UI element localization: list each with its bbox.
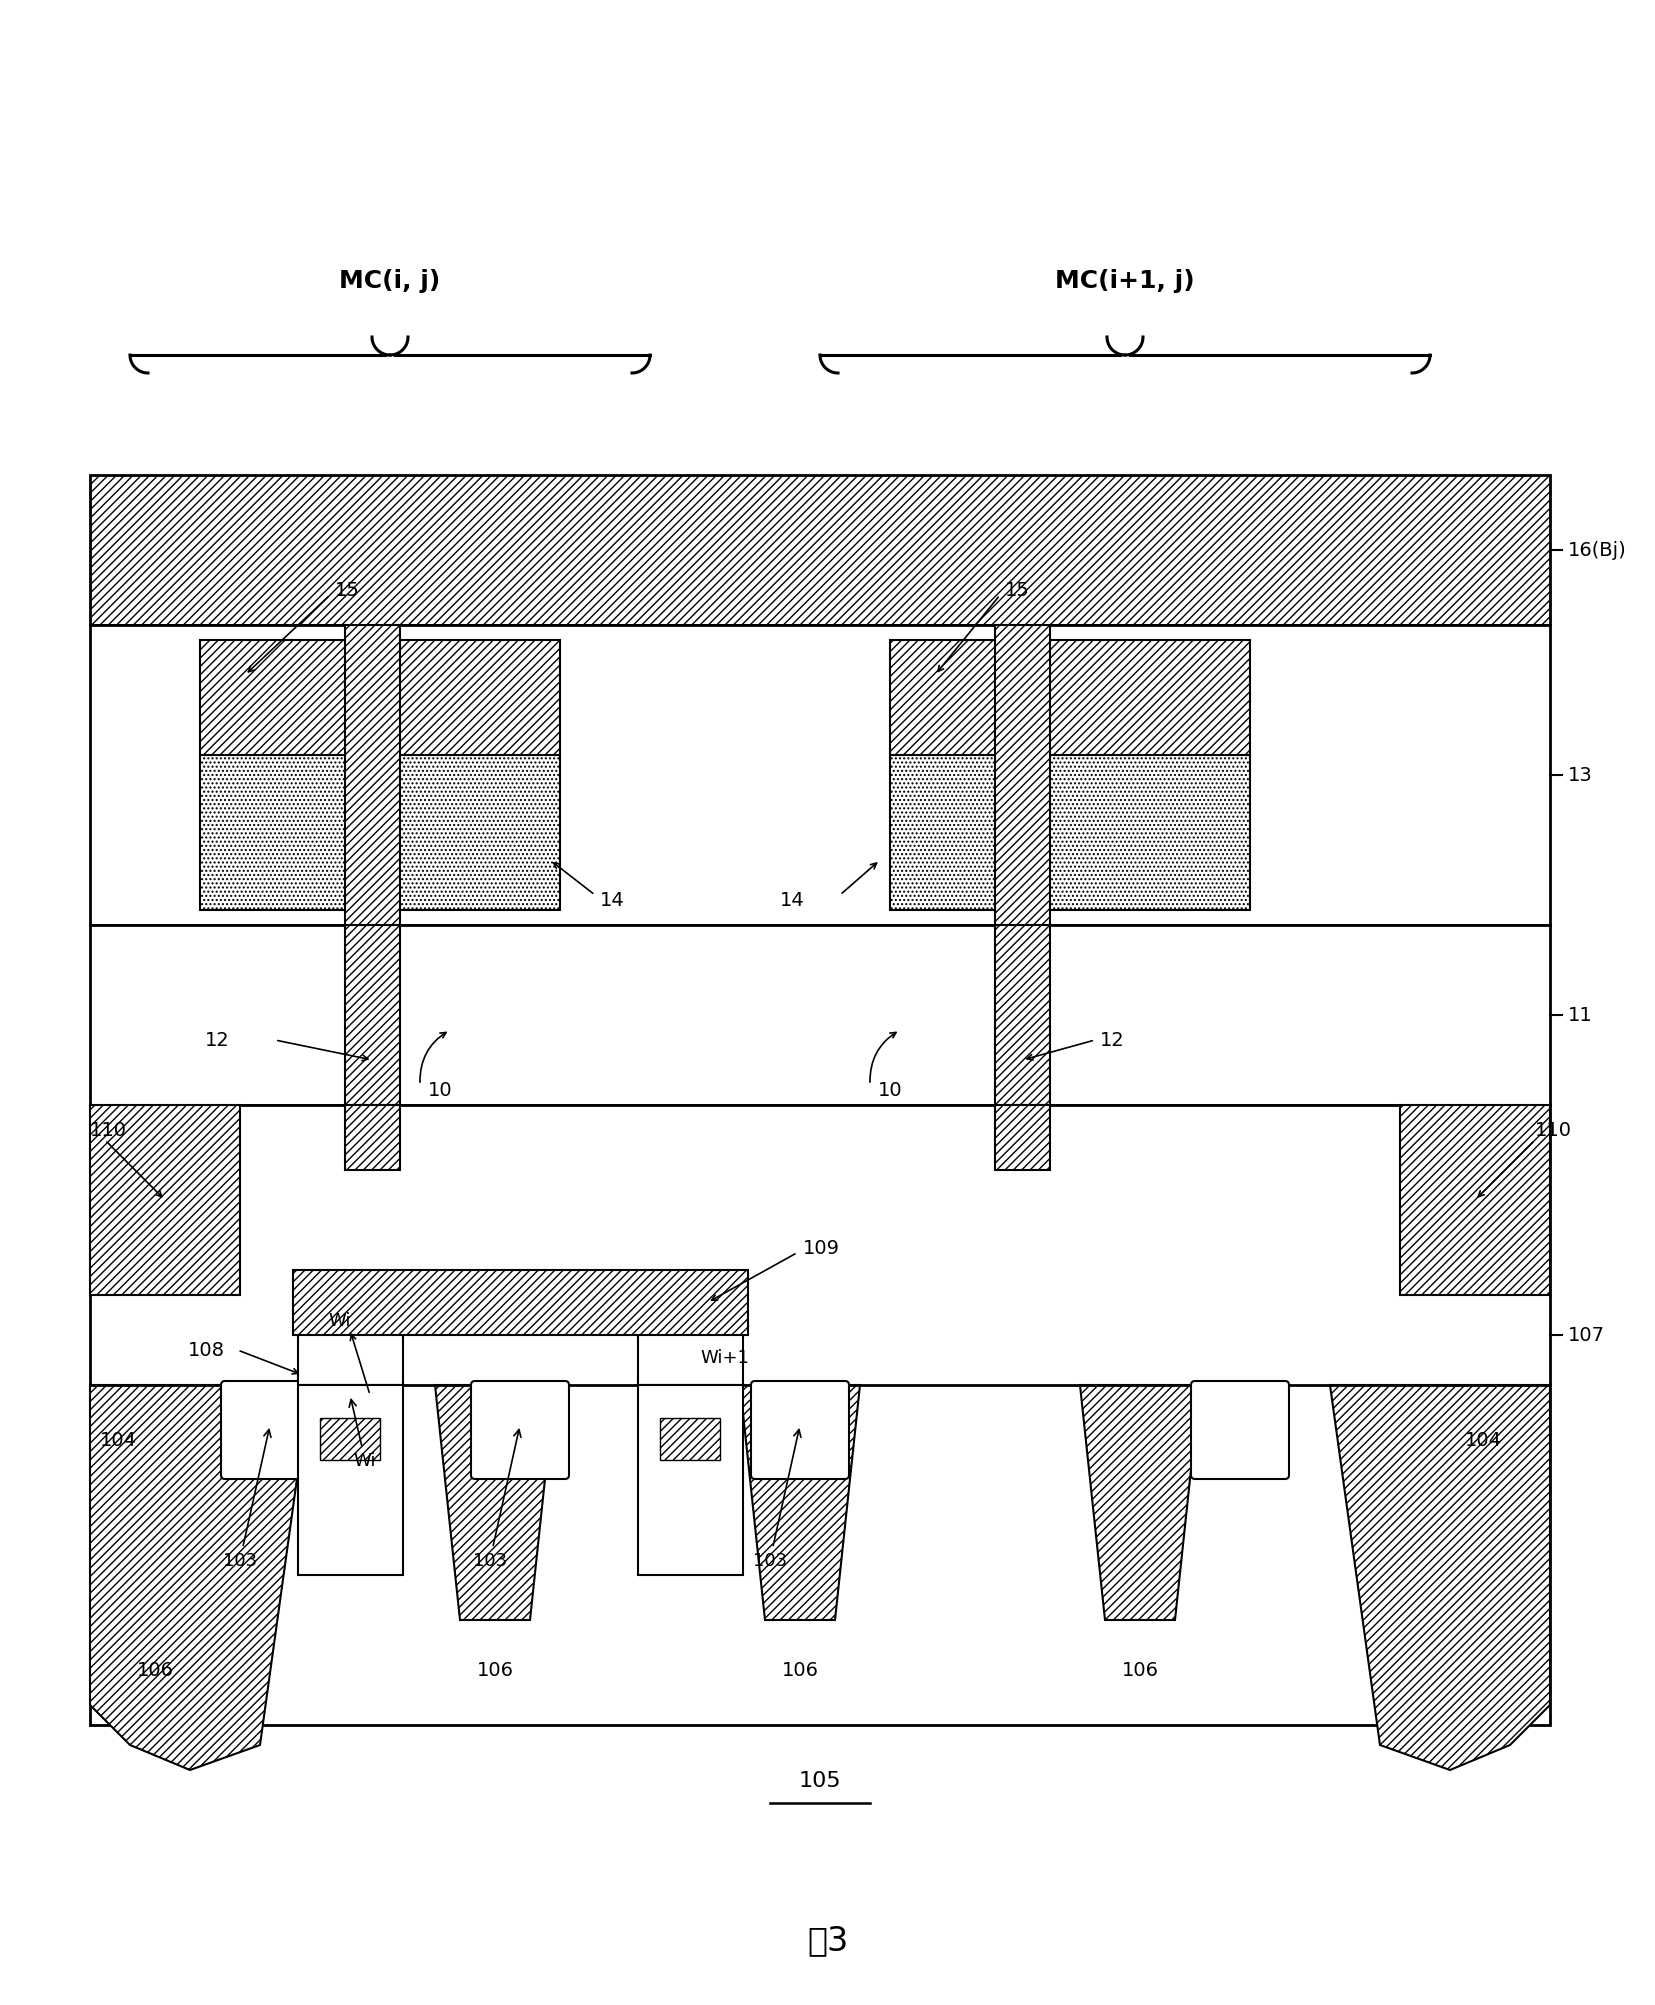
- Text: 106: 106: [477, 1660, 513, 1680]
- Bar: [319, 1418, 379, 1460]
- Text: 104: 104: [1465, 1432, 1501, 1450]
- Text: 103: 103: [473, 1430, 521, 1570]
- Bar: [89, 1105, 1549, 1724]
- Text: 11: 11: [1567, 1007, 1592, 1025]
- Text: Wi: Wi: [329, 1311, 351, 1329]
- Bar: [89, 626, 1549, 926]
- Text: 14: 14: [599, 890, 624, 910]
- Bar: [889, 642, 1250, 756]
- Bar: [637, 1385, 741, 1576]
- Bar: [660, 1418, 720, 1460]
- Text: 103: 103: [223, 1430, 271, 1570]
- Bar: [293, 1271, 746, 1335]
- Text: 10: 10: [427, 1081, 452, 1101]
- Text: 110: 110: [1534, 1121, 1571, 1141]
- Text: 104: 104: [99, 1432, 137, 1450]
- Text: 12: 12: [205, 1031, 230, 1051]
- Polygon shape: [89, 1385, 309, 1770]
- Polygon shape: [1079, 1385, 1200, 1620]
- FancyBboxPatch shape: [1190, 1381, 1288, 1480]
- Text: Wi: Wi: [349, 1399, 376, 1470]
- Text: 110: 110: [89, 1121, 127, 1141]
- FancyBboxPatch shape: [751, 1381, 849, 1480]
- Bar: [200, 642, 559, 756]
- FancyBboxPatch shape: [220, 1381, 319, 1480]
- Bar: [89, 926, 1549, 1105]
- Bar: [995, 626, 1049, 926]
- Text: MC(i, j): MC(i, j): [339, 269, 440, 293]
- Bar: [344, 626, 401, 926]
- Text: 12: 12: [1099, 1031, 1124, 1051]
- Text: MC(i+1, j): MC(i+1, j): [1054, 269, 1195, 293]
- Polygon shape: [435, 1385, 554, 1620]
- Text: 106: 106: [1120, 1660, 1158, 1680]
- Text: 15: 15: [334, 581, 359, 599]
- Text: Wi+1: Wi+1: [700, 1347, 748, 1365]
- Text: 图3: 图3: [808, 1923, 847, 1957]
- Bar: [344, 926, 401, 1105]
- Text: 108: 108: [187, 1341, 225, 1359]
- Text: 10: 10: [877, 1081, 902, 1101]
- Text: 14: 14: [780, 890, 804, 910]
- Text: 107: 107: [1567, 1325, 1604, 1345]
- Bar: [298, 1331, 402, 1385]
- Bar: [344, 1105, 401, 1171]
- Polygon shape: [740, 1385, 859, 1620]
- Bar: [298, 1385, 402, 1576]
- Bar: [200, 756, 559, 910]
- Bar: [995, 926, 1049, 1105]
- Text: 103: 103: [753, 1430, 801, 1570]
- Bar: [1398, 1105, 1549, 1295]
- Bar: [889, 756, 1250, 910]
- Text: 15: 15: [1005, 581, 1029, 599]
- Text: 13: 13: [1567, 766, 1592, 786]
- FancyBboxPatch shape: [470, 1381, 569, 1480]
- Bar: [995, 1105, 1049, 1171]
- Bar: [637, 1331, 741, 1385]
- Bar: [89, 1105, 240, 1295]
- Text: 106: 106: [781, 1660, 818, 1680]
- Text: 105: 105: [798, 1770, 841, 1790]
- Text: 106: 106: [136, 1660, 174, 1680]
- Text: 109: 109: [803, 1239, 839, 1257]
- Polygon shape: [1329, 1385, 1549, 1770]
- Bar: [89, 475, 1549, 626]
- Text: 16(Bj): 16(Bj): [1567, 541, 1625, 559]
